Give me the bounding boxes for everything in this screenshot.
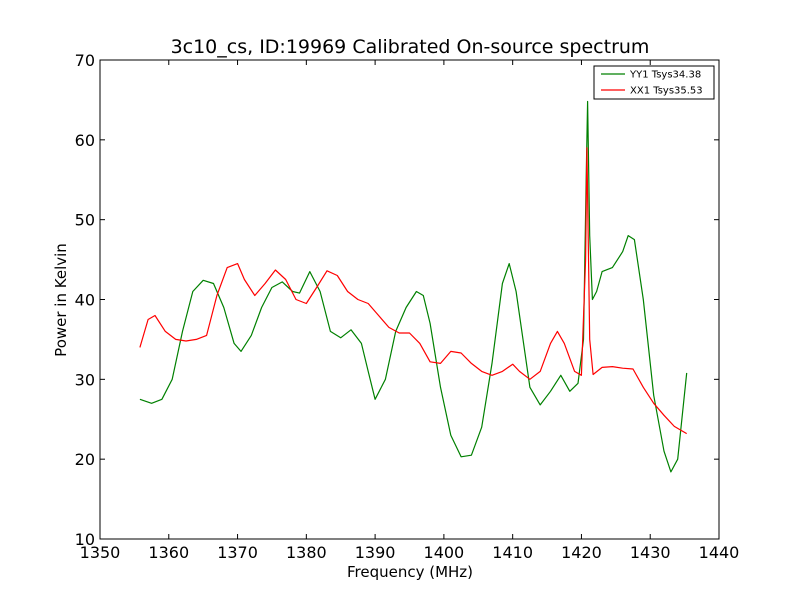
y-axis-label: Power in Kelvin <box>52 243 70 357</box>
x-tick-label: 1350 <box>80 543 121 562</box>
y-tick-label: 30 <box>75 370 95 389</box>
legend-label-xx1: XX1 Tsys35.53 <box>630 86 703 97</box>
chart-title: 3c10_cs, ID:19969 Calibrated On-source s… <box>171 36 650 58</box>
x-tick-label: 1410 <box>492 543 533 562</box>
plot-frame <box>99 59 720 540</box>
y-tick-label: 60 <box>75 131 95 150</box>
y-tick-label: 50 <box>75 211 95 230</box>
x-tick-label: 1370 <box>217 543 258 562</box>
y-tick-label: 70 <box>75 51 95 70</box>
legend-label-yy1: YY1 Tsys34.38 <box>629 70 701 81</box>
y-tick-label: 20 <box>75 450 95 469</box>
x-tick-label: 1440 <box>699 543 740 562</box>
y-tick-label: 40 <box>75 291 95 310</box>
y-axis: 10 20 30 40 50 60 70 <box>75 51 719 549</box>
series-line-yy1 <box>139 100 688 473</box>
y-tick-label: 10 <box>75 530 95 549</box>
x-tick-label: 1380 <box>286 543 327 562</box>
legend: YY1 Tsys34.38 XX1 Tsys35.53 <box>593 65 715 100</box>
x-axis-label: Frequency (MHz) <box>347 563 473 581</box>
x-tick-label: 1430 <box>630 543 671 562</box>
x-tick-label: 1420 <box>561 543 602 562</box>
x-tick-label: 1360 <box>148 543 189 562</box>
x-tick-label: 1390 <box>355 543 396 562</box>
legend-box <box>593 65 715 100</box>
plot-area <box>99 59 720 540</box>
x-tick-label: 1400 <box>424 543 465 562</box>
series-line-xx1 <box>139 147 688 435</box>
x-axis: 1350 1360 1370 1380 1390 1400 1410 1420 1430 1440 <box>80 60 740 562</box>
